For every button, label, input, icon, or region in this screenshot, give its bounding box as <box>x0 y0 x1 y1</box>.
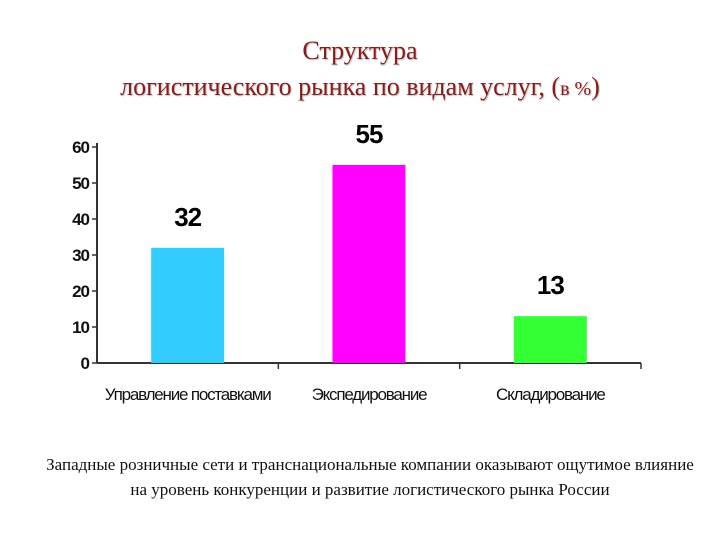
chart-labels: 32 Управление поставками 55 Экспедирование 1… <box>105 119 607 404</box>
data-label: 32 <box>174 202 201 232</box>
bar <box>513 316 587 363</box>
y-tick-label: 30 <box>72 246 89 265</box>
chart-bars <box>151 165 587 363</box>
data-label: 13 <box>537 270 564 300</box>
y-tick-label: 20 <box>72 282 89 301</box>
footer-note: Западные розничные сети и транснациональ… <box>46 455 694 499</box>
category-label: Управление поставками <box>105 385 271 404</box>
title-unit: в % <box>560 78 592 100</box>
title-main: логистического рынка по видам услуг, ( <box>120 72 561 101</box>
y-tick-label: 0 <box>81 354 90 373</box>
data-label: 55 <box>356 119 383 149</box>
y-tick-label: 10 <box>72 318 89 337</box>
category-label: Экспедирование <box>312 385 428 404</box>
chart-title-line2: логистического рынка по видам услуг, (в … <box>0 72 720 102</box>
y-tick-label: 60 <box>72 138 89 157</box>
category-label: Складирование <box>496 385 605 404</box>
chart-title-line1: Структура <box>302 36 418 65</box>
bar <box>151 247 225 363</box>
y-tick-label: 50 <box>72 174 89 193</box>
title-close: ) <box>591 72 600 101</box>
y-tick-label: 40 <box>72 210 89 229</box>
bar <box>332 165 406 363</box>
